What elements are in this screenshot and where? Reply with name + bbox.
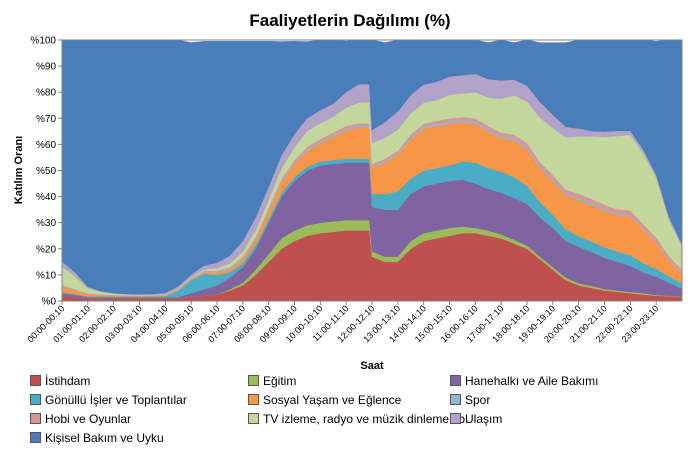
legend-label: Hobi ve Oyunlar [45,412,132,426]
y-tick-label: %10 [36,270,56,281]
legend-label: TV izleme, radyo ve müzik dinleme vb. [263,412,469,426]
legend-item: Eğitim [248,373,296,389]
y-ticks: %0 %10 %20 %30 %40 %50 %60 %70 %80 %90 %100 [30,36,62,308]
legend-swatch [248,413,259,425]
legend-label: İstihdam [45,374,91,388]
legend-swatch [450,375,461,387]
y-tick-label: %50 [36,166,56,177]
area-layers [61,39,683,302]
legend-swatch [30,413,41,425]
y-tick-label: %80 [36,88,56,99]
legend-swatch [450,413,461,425]
legend-item: Sosyal Yaşam ve Eğlence [248,392,401,408]
legend-label: Spor [465,393,491,407]
legend-label: Ulaşım [465,412,503,426]
legend-item: Hobi ve Oyunlar [30,411,131,427]
y-tick-label: %20 [36,244,56,255]
legend-item: Spor [450,392,490,408]
x-ticks: 00:00-00:1001:00-01:1002:00-02:1003:00-0… [25,301,661,344]
legend-item: Hanehalkı ve Aile Bakımı [450,373,598,389]
legend-label: Sosyal Yaşam ve Eğlence [263,393,402,407]
legend-swatch [30,432,41,444]
y-tick-label: %60 [36,140,56,151]
legend-label: Eğitim [263,374,297,388]
legend-item: Gönüllü İşler ve Toplantılar [30,392,187,408]
legend-item: Ulaşım [450,411,502,427]
legend-item: İstihdam [30,373,90,389]
legend-label: Hanehalkı ve Aile Bakımı [465,374,599,388]
y-tick-label: %30 [36,218,56,229]
y-tick-label: %40 [36,192,56,203]
y-tick-label: %70 [36,114,56,125]
y-tick-label: %90 [36,62,56,73]
y-tick-label: %100 [30,36,56,47]
x-axis-label: Saat [360,360,384,372]
y-axis-label: Katılım Oranı [13,136,25,204]
legend-swatch [30,375,41,387]
legend-swatch [450,394,461,406]
legend-swatch [248,375,259,387]
legend-item: TV izleme, radyo ve müzik dinleme vb. [248,411,468,427]
legend-swatch [30,394,41,406]
legend-swatch [248,394,259,406]
legend-label: Gönüllü İşler ve Toplantılar [45,393,187,407]
y-tick-label: %0 [42,297,57,308]
legend-label: Kişisel Bakım ve Uyku [45,431,164,445]
chart-title: Faaliyetlerin Dağılımı (%) [249,11,450,30]
legend-item: Kişisel Bakım ve Uyku [30,430,164,446]
